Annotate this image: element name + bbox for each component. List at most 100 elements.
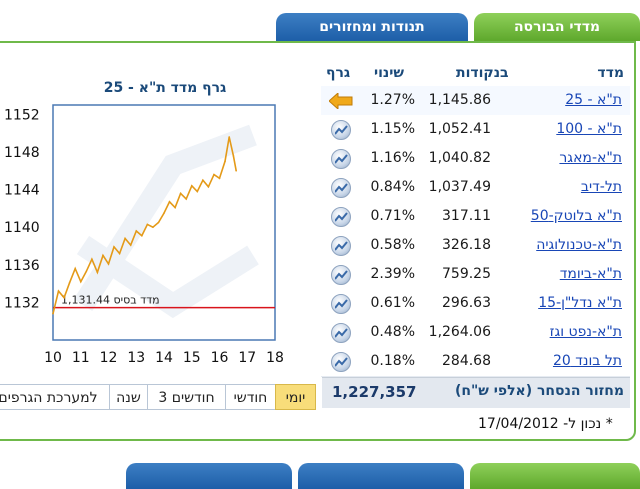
x-tick-label: 17 <box>238 350 256 366</box>
y-tick-label: 1136 <box>4 258 40 274</box>
series-point <box>85 270 88 273</box>
index-name-link[interactable]: ת"א-טכנולוגיה <box>536 237 622 253</box>
x-tick-label: 16 <box>211 350 229 366</box>
table-row: ת"א-טכנולוגיה 326.18 0.58% <box>321 231 630 261</box>
series-point <box>218 177 221 180</box>
tab-turnover-label: תנודות ומחזורים <box>319 19 425 35</box>
header-change: שינוי <box>374 65 405 81</box>
chart-icon[interactable] <box>331 149 351 169</box>
y-tick-label: 1152 <box>4 107 40 123</box>
x-tick-label: 15 <box>183 350 201 366</box>
series-point <box>79 280 82 283</box>
bottom-tab-1[interactable] <box>126 463 292 489</box>
index-name-link[interactable]: תל-דיב <box>580 179 622 195</box>
index-chart: 1152 1148 1144 1140 1136 1132 10 11 12 13 14 15 16 17… <box>4 104 284 366</box>
tab-turnover[interactable]: תנודות ומחזורים <box>276 13 468 41</box>
index-name-link[interactable]: ת"א - 25 <box>565 92 622 108</box>
x-tick-label: 13 <box>127 350 145 366</box>
index-close-value: 296.63 <box>442 295 491 311</box>
chart-icon[interactable] <box>331 120 351 140</box>
series-point <box>146 223 149 226</box>
series-point <box>96 271 99 274</box>
index-name-link[interactable]: ת"א-נפט וגז <box>549 324 622 340</box>
chart-icon[interactable] <box>331 294 351 314</box>
tab-indices[interactable]: מדדי הבורסה <box>474 13 640 41</box>
arrow-left-icon[interactable] <box>328 91 353 113</box>
index-close-value: 1,264.06 <box>428 324 491 340</box>
table-row: ת"א - 25 1,145.86 1.27% <box>321 86 630 116</box>
series-point <box>52 312 54 315</box>
series-point <box>228 136 231 138</box>
chart-watermark <box>76 235 259 319</box>
series-point <box>190 185 193 187</box>
turnover-label: מחזור הנסחר (אלפי ש"ח) <box>454 383 624 399</box>
series-point <box>202 179 204 181</box>
range-monthly-button[interactable]: חודשי <box>225 384 276 410</box>
bottom-tab-3[interactable] <box>470 463 640 489</box>
series-point <box>224 160 226 163</box>
header-graph: גרף <box>326 65 351 81</box>
series-point <box>124 237 126 240</box>
series-point <box>63 296 65 299</box>
series-point <box>163 212 165 214</box>
series-point <box>235 170 237 172</box>
table-row: ת"א נדל"ן-15 296.63 0.61% <box>321 289 630 319</box>
x-tick-label: 10 <box>44 350 62 366</box>
x-tick-label: 14 <box>155 350 173 366</box>
index-close-value: 1,052.41 <box>428 121 491 137</box>
range-3months-button[interactable]: 3 חודשים <box>147 384 226 410</box>
index-change-value: 0.58% <box>370 237 415 253</box>
index-name-link[interactable]: ת"א נדל"ן-15 <box>538 295 622 311</box>
range-all-charts-button[interactable]: למערכת הגרפים <box>0 384 110 410</box>
index-name-link[interactable]: ת"א-מאגר <box>559 150 622 166</box>
series-point <box>185 198 187 200</box>
range-daily-button[interactable]: יומי <box>275 384 316 410</box>
chart-icon[interactable] <box>331 265 351 285</box>
index-change-value: 0.84% <box>370 179 415 195</box>
series-point <box>113 246 115 248</box>
index-change-value: 0.48% <box>370 324 415 340</box>
index-change-value: 2.39% <box>370 266 415 282</box>
series-point <box>168 201 171 203</box>
chart-icon[interactable] <box>331 236 351 256</box>
series-point <box>179 192 182 195</box>
table-row: ת"א-ביומד 759.25 2.39% <box>321 260 630 290</box>
index-change-value: 1.27% <box>370 92 415 108</box>
index-name-link[interactable]: תל בונד 20 <box>552 353 622 369</box>
series-point <box>91 258 93 260</box>
index-close-value: 317.11 <box>442 208 491 224</box>
header-index: מדד <box>597 65 624 81</box>
x-tick-label: 18 <box>266 350 284 366</box>
table-row: ת"א - 100 1,052.41 1.15% <box>321 115 630 145</box>
index-close-value: 1,037.49 <box>428 179 491 195</box>
series-point <box>118 252 121 255</box>
series-point <box>102 254 104 257</box>
bottom-tab-2[interactable] <box>298 463 464 489</box>
index-change-value: 0.18% <box>370 353 415 369</box>
index-close-value: 759.25 <box>442 266 491 282</box>
index-name-link[interactable]: ת"א בלוטק-50 <box>530 208 622 224</box>
chart-icon[interactable] <box>331 207 351 227</box>
series-point <box>141 234 143 237</box>
series-point <box>135 230 138 232</box>
series-point <box>68 281 71 284</box>
chart-icon[interactable] <box>331 323 351 343</box>
chart-icon[interactable] <box>331 178 351 198</box>
tab-indices-label: מדדי הבורסה <box>513 19 601 35</box>
chart-icon[interactable] <box>331 352 351 372</box>
table-row: ת"א-מאגר 1,040.82 1.16% <box>321 144 630 174</box>
x-tick-label: 11 <box>72 350 90 366</box>
range-year-button[interactable]: שנה <box>109 384 148 410</box>
y-tick-label: 1132 <box>4 295 40 311</box>
index-change-value: 0.71% <box>370 208 415 224</box>
index-name-link[interactable]: ת"א - 100 <box>556 121 622 137</box>
x-tick-label: 12 <box>100 350 118 366</box>
index-name-link[interactable]: ת"א-ביומד <box>559 266 622 282</box>
index-change-value: 0.61% <box>370 295 415 311</box>
table-row: תל בונד 20 284.68 0.18% <box>321 347 630 377</box>
index-change-value: 1.15% <box>370 121 415 137</box>
index-close-value: 1,040.82 <box>428 150 491 166</box>
as-of-note: * נכון ל- 17/04/2012 <box>478 416 613 432</box>
header-close: בנקודות <box>456 65 509 81</box>
index-close-value: 284.68 <box>442 353 491 369</box>
